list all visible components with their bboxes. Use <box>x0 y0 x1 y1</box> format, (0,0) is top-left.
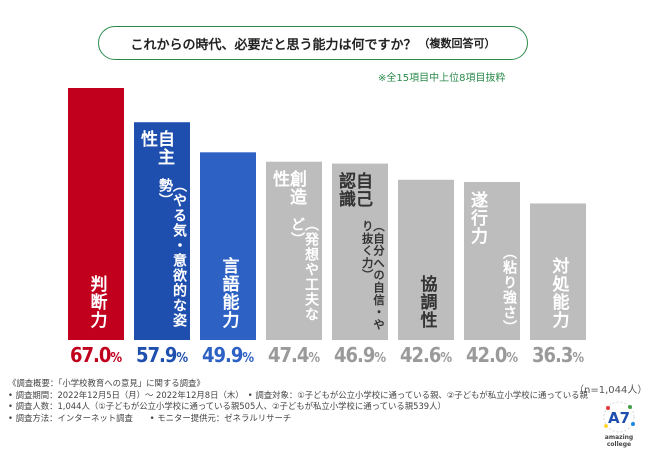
value-label-2: 57.9% <box>135 343 189 367</box>
bar-label-sub: （発想や工夫など） <box>289 217 319 323</box>
survey-period: • 調査期間：2022年12月5日（月）～ 2022年12月8日（木） • 調査… <box>8 389 588 400</box>
bar-label-sub: （やる気・意欲的な姿勢） <box>157 177 187 328</box>
bar-5 <box>332 163 388 340</box>
value-label-8: 36.3% <box>531 343 585 367</box>
chart-title-sub: （複数回答可） <box>418 37 496 50</box>
value-label-3: 49.9% <box>201 343 255 367</box>
chart-title-main: これからの時代、必要だと思う能力は何ですか？ <box>130 37 417 53</box>
bar-label-6: 協調性 <box>416 274 437 329</box>
bar-label-5: （自分への自信・やり抜く力） 自己認識 <box>335 171 385 336</box>
bar-label-main: 創造性 <box>269 169 306 206</box>
bar-label-1: 判断力 <box>86 274 107 329</box>
bar-label-main: 自己認識 <box>335 171 372 208</box>
value-label-7: 42.0% <box>465 343 519 367</box>
sample-size: （n=1,044人） <box>574 385 648 396</box>
value-label-4: 47.4% <box>267 343 321 367</box>
value-label-1: 67.0% <box>69 343 123 367</box>
bar-8 <box>530 203 586 340</box>
logo-mark: A7 <box>608 409 630 427</box>
bar-label-sub: （粘り強さ） <box>501 245 517 335</box>
bar-label-sub: （自分への自信・やり抜く力） <box>360 220 385 331</box>
bar-6 <box>398 179 454 340</box>
bar-1 <box>68 88 124 340</box>
bar-label-4: （発想や工夫など） 創造性 <box>269 169 319 336</box>
bar-label-2: （やる気・意欲的な姿勢） 自主性 <box>137 130 187 336</box>
bar-label-main: 自主性 <box>137 130 174 167</box>
survey-info: 《調査概要：「小学校教育への意見」に関する調査》 • 調査期間：2022年12月… <box>8 378 588 424</box>
chart-title: これからの時代、必要だと思う能力は何ですか？ （複数回答可） <box>98 26 528 60</box>
logo-text: amazing college <box>604 434 634 448</box>
bar-label-3: 言語能力 <box>218 256 239 329</box>
bar-4 <box>266 161 322 340</box>
bar-label-7: （粘り強さ） 遂行力 <box>467 190 517 336</box>
chart-note: ※全15項目中上位8項目抜粋 <box>378 73 506 84</box>
survey-method: • 調査方法：インターネット調査 • モニター提供元：ゼネラルリサーチ <box>8 412 292 423</box>
bar-label-8: 対処能力 <box>548 256 569 329</box>
bar-2 <box>134 122 190 340</box>
value-label-6: 42.6% <box>399 343 453 367</box>
survey-respondents: • 調査人数：1,044人（①子どもが公立小学校に通っている親505人、②子ども… <box>8 401 446 411</box>
bar-3 <box>200 152 256 340</box>
value-label-5: 46.9% <box>333 343 387 367</box>
bar-label-main: 遂行力 <box>467 191 487 245</box>
logo-icon: A7 <box>603 401 635 433</box>
amazing-college-logo: A7 amazing college <box>592 398 646 448</box>
bar-7 <box>464 182 520 340</box>
survey-heading: 《調査概要：「小学校教育への意見」に関する調査》 <box>8 378 205 388</box>
